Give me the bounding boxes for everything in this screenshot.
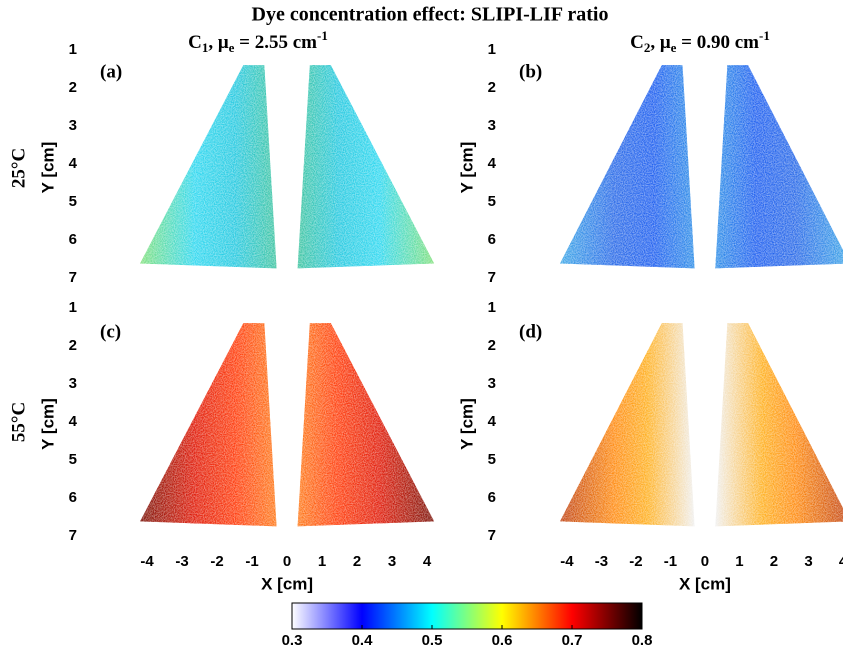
x-tick-label: 0 <box>283 553 291 570</box>
x-tick-label: 4 <box>423 553 432 570</box>
header-part: e <box>229 40 235 55</box>
y-tick-label: 5 <box>69 193 77 210</box>
spray-image <box>140 65 277 269</box>
column-header: C2, μe = 0.90 cm-1 <box>630 28 770 55</box>
x-axis-label: X [cm] <box>679 574 731 593</box>
spray-image <box>297 323 435 527</box>
x-tick-label: 2 <box>353 553 361 570</box>
row-label: 55°C <box>8 402 29 442</box>
y-tick-label: 1 <box>488 299 496 316</box>
x-tick-label: 3 <box>388 553 396 570</box>
y-tick-label: 4 <box>69 413 78 430</box>
colorbar-tick-label: 0.6 <box>492 632 513 649</box>
panel-label: (c) <box>100 321 121 342</box>
x-tick-label: -1 <box>664 553 677 570</box>
y-tick-label: 1 <box>488 41 496 58</box>
header-part: , μ <box>208 32 229 53</box>
x-tick-label: -4 <box>560 553 574 570</box>
spray-image <box>715 323 843 527</box>
y-axis-label: Y [cm] <box>457 142 476 194</box>
header-part: , μ <box>650 32 671 53</box>
x-tick-label: 3 <box>804 553 812 570</box>
y-tick-label: 5 <box>69 451 77 468</box>
y-tick-label: 6 <box>69 231 77 248</box>
y-tick-label: 4 <box>488 413 497 430</box>
spray-image <box>559 323 695 527</box>
panel-label: (d) <box>519 321 542 342</box>
y-tick-label: 5 <box>488 193 496 210</box>
header-part: = 2.55 cm <box>234 32 317 53</box>
y-tick-label: 7 <box>69 269 77 286</box>
header-part: -1 <box>317 28 328 43</box>
header-part: C <box>630 32 644 53</box>
y-tick-label: 5 <box>488 451 496 468</box>
y-tick-label: 2 <box>69 79 77 96</box>
spray-image <box>715 65 843 269</box>
y-axis-label: Y [cm] <box>457 398 476 450</box>
header-part: -1 <box>759 28 770 43</box>
header-part: e <box>671 40 677 55</box>
header-part: 1 <box>202 40 209 55</box>
panel-label: (b) <box>519 61 542 82</box>
y-tick-label: 2 <box>69 337 77 354</box>
colorbar-tick-label: 0.8 <box>632 632 653 649</box>
x-tick-label: -3 <box>595 553 608 570</box>
y-tick-label: 2 <box>488 79 496 96</box>
x-tick-label: -1 <box>245 553 258 570</box>
y-tick-label: 4 <box>488 155 497 172</box>
y-tick-label: 6 <box>488 489 496 506</box>
x-axis-label: X [cm] <box>261 574 313 593</box>
y-tick-label: 3 <box>488 375 496 392</box>
spray-image <box>140 323 277 527</box>
spray-image <box>297 65 435 269</box>
y-tick-label: 3 <box>69 117 77 134</box>
panel-label: (a) <box>100 61 122 82</box>
y-tick-label: 6 <box>69 489 77 506</box>
x-tick-label: -4 <box>140 553 154 570</box>
x-tick-label: -3 <box>175 553 188 570</box>
y-axis-label: Y [cm] <box>38 142 57 194</box>
x-tick-label: 2 <box>770 553 778 570</box>
spray-image <box>559 65 695 269</box>
figure-title: Dye concentration effect: SLIPI-LIF rati… <box>252 4 609 26</box>
column-header: C1, μe = 2.55 cm-1 <box>188 28 328 55</box>
header-part: = 0.90 cm <box>676 32 759 53</box>
x-tick-label: 1 <box>735 553 743 570</box>
colorbar-tick-label: 0.3 <box>282 632 303 649</box>
y-tick-label: 3 <box>488 117 496 134</box>
y-tick-label: 6 <box>488 231 496 248</box>
y-tick-label: 3 <box>69 375 77 392</box>
colorbar-tick-label: 0.5 <box>422 632 443 649</box>
y-tick-label: 1 <box>69 41 77 58</box>
header-part: C <box>188 32 202 53</box>
y-tick-label: 7 <box>488 527 496 544</box>
colorbar-tick-label: 0.4 <box>352 632 374 649</box>
x-tick-label: 4 <box>839 553 843 570</box>
y-axis-label: Y [cm] <box>38 398 57 450</box>
y-tick-label: 4 <box>69 155 78 172</box>
x-tick-label: -2 <box>629 553 642 570</box>
y-tick-label: 1 <box>69 299 77 316</box>
y-tick-label: 7 <box>69 527 77 544</box>
y-tick-label: 7 <box>488 269 496 286</box>
colorbar <box>291 602 643 630</box>
x-tick-label: -2 <box>210 553 223 570</box>
colorbar-tick-label: 0.7 <box>562 632 583 649</box>
header-part: 2 <box>644 40 651 55</box>
x-tick-label: 1 <box>318 553 326 570</box>
y-tick-label: 2 <box>488 337 496 354</box>
x-tick-label: 0 <box>701 553 709 570</box>
row-label: 25°C <box>8 148 29 188</box>
